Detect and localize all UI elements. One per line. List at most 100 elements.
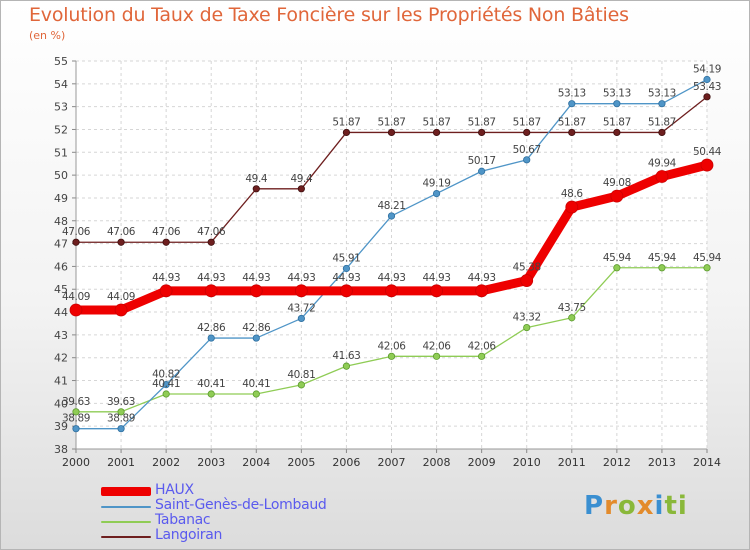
data-label: 51.87 <box>558 116 586 128</box>
y-tick-label: 47 <box>54 238 68 251</box>
data-point <box>72 238 80 246</box>
data-label: 43.75 <box>558 302 586 314</box>
y-tick-label: 39 <box>54 420 68 433</box>
data-point <box>613 264 621 272</box>
brand-letter: P <box>584 491 605 521</box>
data-point <box>252 390 260 398</box>
data-label: 49.19 <box>423 178 451 190</box>
data-point <box>297 185 305 193</box>
data-label: 51.87 <box>468 116 496 128</box>
data-label: 39.63 <box>107 396 135 408</box>
data-label: 44.09 <box>107 291 135 303</box>
brand-letter: r <box>604 491 618 521</box>
x-tick-label: 2002 <box>152 456 180 469</box>
y-tick-label: 38 <box>54 443 68 456</box>
data-label: 41.63 <box>332 350 360 362</box>
y-tick-label: 50 <box>54 169 68 182</box>
data-point <box>703 264 711 272</box>
data-point <box>342 128 351 137</box>
y-tick-label: 40 <box>54 397 68 410</box>
data-label: 44.09 <box>62 291 90 303</box>
y-tick-label: 42 <box>54 352 68 365</box>
x-tick-label: 2007 <box>378 456 406 469</box>
data-label: 53.43 <box>693 81 721 93</box>
data-label: 49.08 <box>603 177 631 189</box>
x-tick-label: 2010 <box>513 456 541 469</box>
data-label: 44.93 <box>423 272 451 284</box>
x-tick-label: 2006 <box>332 456 360 469</box>
data-point <box>568 100 576 108</box>
y-tick-label: 45 <box>54 283 68 296</box>
data-point <box>658 128 666 137</box>
data-point <box>478 167 486 175</box>
legend-swatch <box>101 506 151 508</box>
data-point <box>117 408 125 416</box>
data-label: 42.86 <box>197 322 226 334</box>
x-tick-label: 2005 <box>287 456 315 469</box>
data-label: 49.94 <box>648 157 677 169</box>
y-tick-label: 54 <box>54 78 68 91</box>
data-label: 40.41 <box>242 378 270 390</box>
x-tick-label: 2014 <box>693 456 721 469</box>
legend-swatch <box>101 521 151 523</box>
data-label: 42.06 <box>468 340 497 352</box>
y-tick-label: 48 <box>54 215 68 228</box>
data-label: 42.86 <box>242 322 271 334</box>
x-tick-label: 2000 <box>62 456 90 469</box>
x-tick-label: 2003 <box>197 456 225 469</box>
data-label: 45.38 <box>513 262 541 274</box>
data-label: 40.81 <box>287 369 315 381</box>
data-label: 54.19 <box>693 63 721 75</box>
data-point <box>655 170 669 183</box>
data-point <box>520 274 534 287</box>
legend-swatch <box>101 536 151 538</box>
data-point <box>162 381 170 389</box>
data-label: 51.87 <box>603 116 631 128</box>
y-tick-label: 46 <box>54 260 68 273</box>
data-point <box>523 156 531 164</box>
data-point <box>568 128 576 137</box>
x-tick-label: 2013 <box>648 456 676 469</box>
y-tick-label: 44 <box>54 306 68 319</box>
data-point <box>658 264 666 272</box>
data-label: 44.93 <box>152 272 180 284</box>
data-point <box>297 381 305 389</box>
brand-letter: ti <box>664 491 688 521</box>
data-point <box>478 128 486 137</box>
data-label: 51.87 <box>513 116 541 128</box>
chart-title: Evolution du Taux de Taxe Foncière sur l… <box>29 4 629 26</box>
data-label: 48.6 <box>561 188 583 200</box>
y-tick-label: 49 <box>54 192 68 205</box>
data-label: 50.17 <box>468 155 496 167</box>
y-tick-label: 55 <box>54 55 68 68</box>
data-label: 53.13 <box>603 88 631 100</box>
data-point <box>162 390 170 398</box>
data-label: 49.4 <box>290 173 312 185</box>
data-point <box>69 303 83 317</box>
data-label: 47.06 <box>152 226 181 238</box>
y-tick-label: 52 <box>54 123 68 136</box>
data-label: 38.89 <box>62 413 90 425</box>
data-point <box>297 314 305 323</box>
data-point <box>523 128 531 137</box>
data-label: 51.87 <box>423 116 451 128</box>
legend-label: HAUX <box>155 482 194 498</box>
data-label: 44.93 <box>287 272 315 284</box>
brand-letter: i <box>654 491 665 521</box>
data-label: 45.94 <box>648 252 677 264</box>
data-label: 40.82 <box>152 369 180 381</box>
legend-swatch <box>101 487 151 496</box>
data-label: 51.87 <box>377 116 405 128</box>
data-point <box>610 189 624 203</box>
data-point <box>703 93 711 101</box>
data-label: 45.91 <box>332 252 360 264</box>
data-label: 51.87 <box>332 116 360 128</box>
data-label: 44.93 <box>242 272 270 284</box>
data-point <box>432 190 441 198</box>
data-point <box>342 264 351 273</box>
legend-label: Tabanac <box>155 512 211 528</box>
data-label: 48.21 <box>377 200 405 212</box>
data-point <box>432 128 441 137</box>
chart-subtitle: (en %) <box>29 29 66 42</box>
